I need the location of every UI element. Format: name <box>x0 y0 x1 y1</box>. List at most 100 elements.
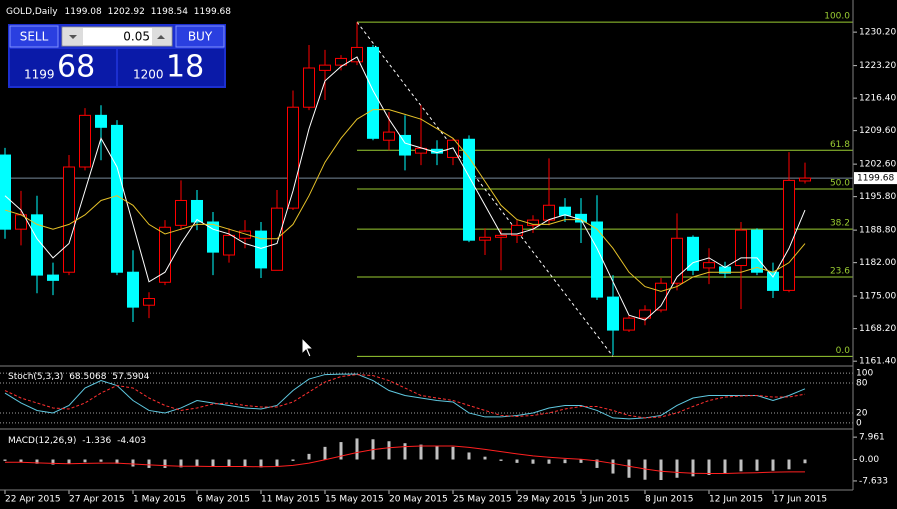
macd-bar <box>611 459 615 474</box>
fib-level-label: 38.2 <box>830 219 850 229</box>
macd-bar <box>531 459 535 464</box>
y-tick-label: 1188.80 <box>859 226 896 236</box>
plot-layer: 1230.20 1223.20 1216.40 1209.60 1202.60 1195.… <box>0 12 897 505</box>
macd-bar <box>675 459 679 478</box>
sell-button[interactable] <box>9 25 59 48</box>
candle-body <box>127 271 139 308</box>
macd-bar <box>147 459 151 468</box>
candle-body <box>735 229 747 267</box>
candle-body <box>559 206 571 216</box>
macd-bar <box>243 459 247 468</box>
y-tick-label: 1216.40 <box>859 94 896 104</box>
x-tick-label: 20 May 2015 <box>389 495 448 505</box>
candle-body <box>255 230 267 269</box>
y-tick-label: 1175.00 <box>859 292 896 302</box>
candle-body <box>543 204 555 221</box>
candle-body <box>479 236 491 241</box>
fib-level-label: 61.8 <box>830 140 850 150</box>
candle-body <box>639 309 651 319</box>
arrow-icon <box>69 35 77 39</box>
fib-level-label: 50.0 <box>830 179 850 189</box>
stochastic-header: Stoch(5,3,3) 68.5068 57.5904 <box>8 372 150 382</box>
macd-bar <box>451 446 455 460</box>
current-price-label: 1199.68 <box>857 174 894 184</box>
macd-bar <box>51 459 55 465</box>
candle-body <box>687 236 699 271</box>
candle-body <box>303 67 315 108</box>
macd-bar <box>659 459 663 481</box>
y-tick-label: 1209.60 <box>859 126 896 136</box>
macd-signal-last: -4.403 <box>117 436 146 446</box>
fib-level-label: 0.0 <box>836 346 851 356</box>
macd-bar <box>563 459 567 464</box>
macd-bar <box>163 459 167 468</box>
buy-button[interactable] <box>175 25 225 48</box>
y-tick-label: 1161.40 <box>859 357 896 367</box>
candle-body <box>799 177 811 182</box>
ask-box[interactable] <box>118 49 224 86</box>
macd-bar <box>403 443 407 460</box>
macd-bar <box>179 459 183 468</box>
x-tick-label: 3 Jun 2015 <box>581 495 629 505</box>
candle-body <box>159 226 171 283</box>
y-tick-label: 1195.80 <box>859 192 896 202</box>
candle-body <box>111 124 123 273</box>
bid-box[interactable] <box>10 49 116 86</box>
x-tick-label: 27 Apr 2015 <box>69 495 125 505</box>
bid-main: 1199 <box>24 68 55 82</box>
macd-header: MACD(12,26,9) -1.336 -4.403 <box>8 436 146 446</box>
ohlc-high: 1202.92 <box>108 7 145 17</box>
x-tick-label: 17 Jun 2015 <box>773 495 827 505</box>
bid-pips: 68 <box>57 50 95 85</box>
candle-body <box>335 57 347 66</box>
macd-bar <box>35 459 39 464</box>
buy-label: BUY <box>188 30 213 44</box>
candle-body <box>239 230 251 239</box>
ohlc-low: 1198.54 <box>151 7 188 17</box>
macd-bar <box>595 459 599 468</box>
candle-body <box>175 199 187 226</box>
candle-body <box>351 46 363 63</box>
macd-signal <box>5 445 806 475</box>
x-tick-label: 8 Jun 2015 <box>645 495 693 505</box>
candle-body <box>511 224 523 236</box>
candle-body <box>287 106 299 209</box>
current-price-box <box>854 172 897 185</box>
y-tick-label: 1168.20 <box>859 324 896 334</box>
candle-body <box>383 131 395 141</box>
macd-tick-label: -7.633 <box>859 476 888 486</box>
macd-label: MACD(12,26,9) <box>8 436 76 446</box>
candle-body <box>63 166 75 273</box>
stoch-tick-label: 20 <box>856 408 868 418</box>
x-tick-label: 1 May 2015 <box>133 495 186 505</box>
macd-bar <box>739 459 743 472</box>
macd-bar <box>195 459 199 467</box>
macd-bar <box>275 459 279 466</box>
macd-bar <box>515 459 519 463</box>
lot-input[interactable] <box>61 26 173 47</box>
candle-body <box>79 114 91 168</box>
candle-body <box>671 237 683 284</box>
fib-trendline <box>356 21 614 357</box>
macd-bar <box>579 459 583 463</box>
macd-bar <box>19 459 23 463</box>
macd-bar <box>691 459 695 477</box>
candle-body <box>191 199 203 223</box>
ohlc-open: 1199.08 <box>65 7 102 17</box>
candle-body <box>751 229 763 273</box>
mouse-cursor <box>301 336 315 358</box>
macd-bar <box>467 452 471 460</box>
trade-panel: SELL 0.05 BUY 1199 68 1200 18 <box>8 24 226 88</box>
arrow-icon <box>157 35 165 39</box>
macd-bar <box>435 446 439 460</box>
stochastic-main-last: 68.5068 <box>69 372 106 382</box>
x-tick-label: 22 Apr 2015 <box>5 495 61 505</box>
macd-bar <box>227 459 231 467</box>
candle-body <box>623 317 635 331</box>
y-tick-label: 1182.00 <box>859 258 896 268</box>
candle-body <box>223 234 235 256</box>
macd-bar <box>291 459 295 461</box>
x-tick-label: 12 Jun 2015 <box>709 495 763 505</box>
candle-body <box>607 296 619 331</box>
